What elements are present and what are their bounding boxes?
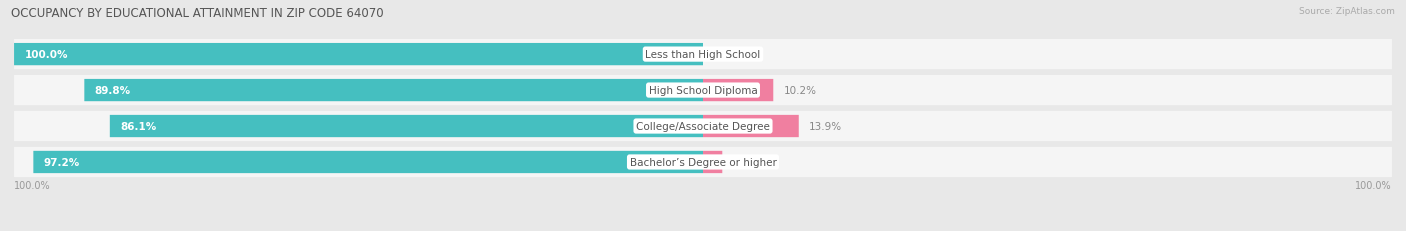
Text: High School Diploma: High School Diploma xyxy=(648,86,758,96)
FancyBboxPatch shape xyxy=(14,76,1392,106)
FancyBboxPatch shape xyxy=(14,40,1392,70)
FancyBboxPatch shape xyxy=(703,151,723,173)
FancyBboxPatch shape xyxy=(110,115,703,138)
Text: Source: ZipAtlas.com: Source: ZipAtlas.com xyxy=(1299,7,1395,16)
Text: 0.0%: 0.0% xyxy=(713,50,740,60)
Text: 89.8%: 89.8% xyxy=(94,86,131,96)
Text: Less than High School: Less than High School xyxy=(645,50,761,60)
Text: 100.0%: 100.0% xyxy=(14,180,51,190)
FancyBboxPatch shape xyxy=(14,147,1392,177)
Text: 100.0%: 100.0% xyxy=(1355,180,1392,190)
FancyBboxPatch shape xyxy=(703,79,773,102)
FancyBboxPatch shape xyxy=(703,115,799,138)
Text: 2.8%: 2.8% xyxy=(733,157,759,167)
Text: OCCUPANCY BY EDUCATIONAL ATTAINMENT IN ZIP CODE 64070: OCCUPANCY BY EDUCATIONAL ATTAINMENT IN Z… xyxy=(11,7,384,20)
FancyBboxPatch shape xyxy=(34,151,703,173)
Text: 86.1%: 86.1% xyxy=(120,122,156,131)
Text: College/Associate Degree: College/Associate Degree xyxy=(636,122,770,131)
Text: 97.2%: 97.2% xyxy=(44,157,80,167)
Text: Bachelor’s Degree or higher: Bachelor’s Degree or higher xyxy=(630,157,776,167)
Text: 10.2%: 10.2% xyxy=(783,86,817,96)
Text: 100.0%: 100.0% xyxy=(24,50,67,60)
FancyBboxPatch shape xyxy=(84,79,703,102)
FancyBboxPatch shape xyxy=(14,111,1392,142)
FancyBboxPatch shape xyxy=(14,44,703,66)
Text: 13.9%: 13.9% xyxy=(808,122,842,131)
